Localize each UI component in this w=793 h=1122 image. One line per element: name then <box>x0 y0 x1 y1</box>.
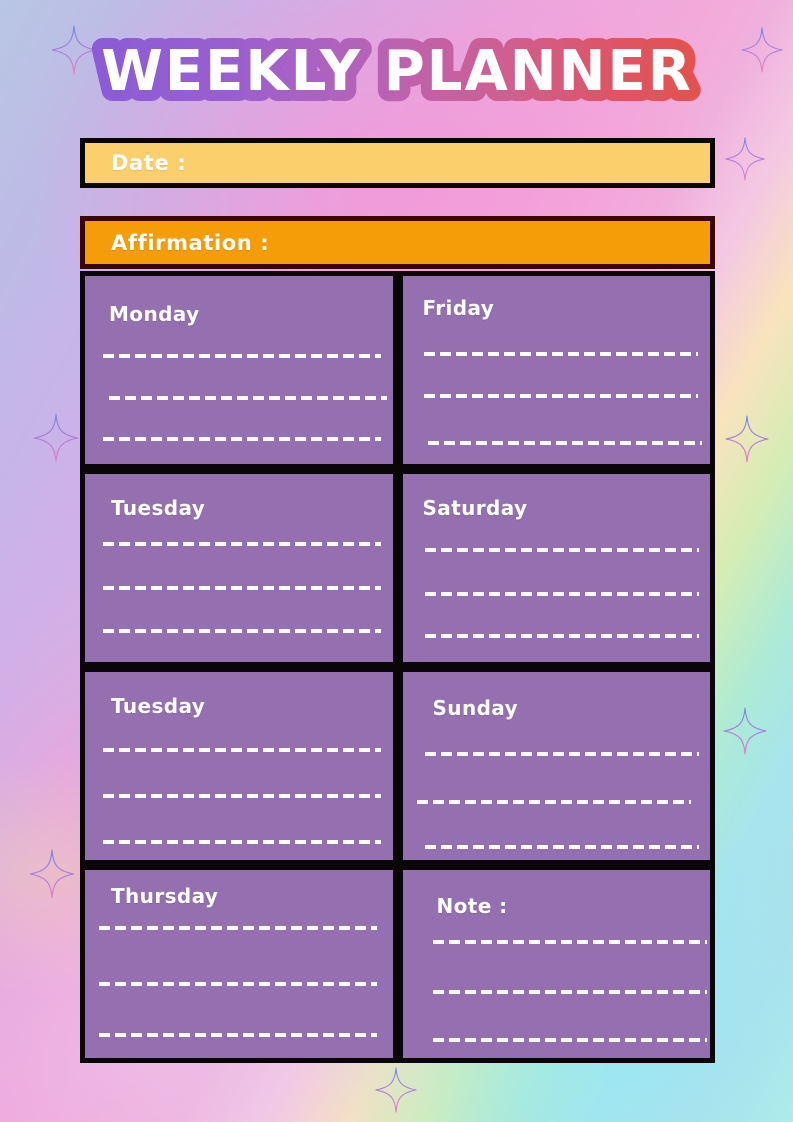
day-cell-grid: Monday Friday Tuesday Saturday Tuesday Sunday… <box>80 271 715 1063</box>
cell-label-saturday: Saturday <box>422 496 528 520</box>
cell-label-sunday: Sunday <box>432 696 519 720</box>
writing-line[interactable] <box>103 437 381 441</box>
planner-sheet: Date : Affirmation : Monday Friday Tuesday… <box>80 138 715 1063</box>
writing-line[interactable] <box>103 629 381 633</box>
cell-label-thursday: Thursday <box>111 884 219 908</box>
writing-line[interactable] <box>424 634 699 638</box>
writing-line[interactable] <box>432 1038 707 1042</box>
writing-line[interactable] <box>432 990 707 994</box>
writing-line[interactable] <box>424 845 699 849</box>
writing-line[interactable] <box>99 1033 377 1037</box>
cell-label-monday: Monday <box>109 302 200 326</box>
writing-line[interactable] <box>432 940 707 944</box>
cell-note[interactable]: Note : <box>397 865 715 1063</box>
affirmation-bar[interactable]: Affirmation : <box>80 216 715 269</box>
cell-thursday[interactable]: Thursday <box>80 865 398 1063</box>
writing-line[interactable] <box>423 352 698 356</box>
cell-label-friday: Friday <box>422 296 495 320</box>
writing-line[interactable] <box>103 748 381 752</box>
cell-label-wednesday: Tuesday <box>111 694 206 718</box>
writing-line[interactable] <box>103 542 381 546</box>
page-title: WEEKLY PLANNER WEEKLY PLANNER <box>0 32 793 112</box>
cell-friday[interactable]: Friday <box>397 271 715 469</box>
writing-line[interactable] <box>424 752 699 756</box>
page-title-svg: WEEKLY PLANNER WEEKLY PLANNER <box>90 32 702 112</box>
writing-line[interactable] <box>103 840 381 844</box>
writing-line[interactable] <box>99 982 377 986</box>
writing-line[interactable] <box>103 586 381 590</box>
writing-line[interactable] <box>424 592 699 596</box>
cell-wednesday[interactable]: Tuesday <box>80 667 398 865</box>
affirmation-label: Affirmation : <box>111 230 270 255</box>
cell-saturday[interactable]: Saturday <box>397 469 715 667</box>
date-bar[interactable]: Date : <box>80 138 715 188</box>
writing-line[interactable] <box>109 396 387 400</box>
cell-label-tuesday: Tuesday <box>111 496 206 520</box>
writing-line[interactable] <box>427 441 702 445</box>
writing-line[interactable] <box>423 394 698 398</box>
writing-line[interactable] <box>416 800 691 804</box>
cell-monday[interactable]: Monday <box>80 271 398 469</box>
writing-line[interactable] <box>424 548 699 552</box>
svg-text:WEEKLY PLANNER: WEEKLY PLANNER <box>101 39 693 104</box>
writing-line[interactable] <box>103 794 381 798</box>
svg-text:WEEKLY PLANNER: WEEKLY PLANNER <box>101 39 693 104</box>
writing-line[interactable] <box>103 354 381 358</box>
cell-sunday[interactable]: Sunday <box>397 667 715 865</box>
cell-tuesday[interactable]: Tuesday <box>80 469 398 667</box>
cell-label-note: Note : <box>436 894 508 918</box>
date-label: Date : <box>111 151 187 175</box>
writing-line[interactable] <box>99 926 377 930</box>
